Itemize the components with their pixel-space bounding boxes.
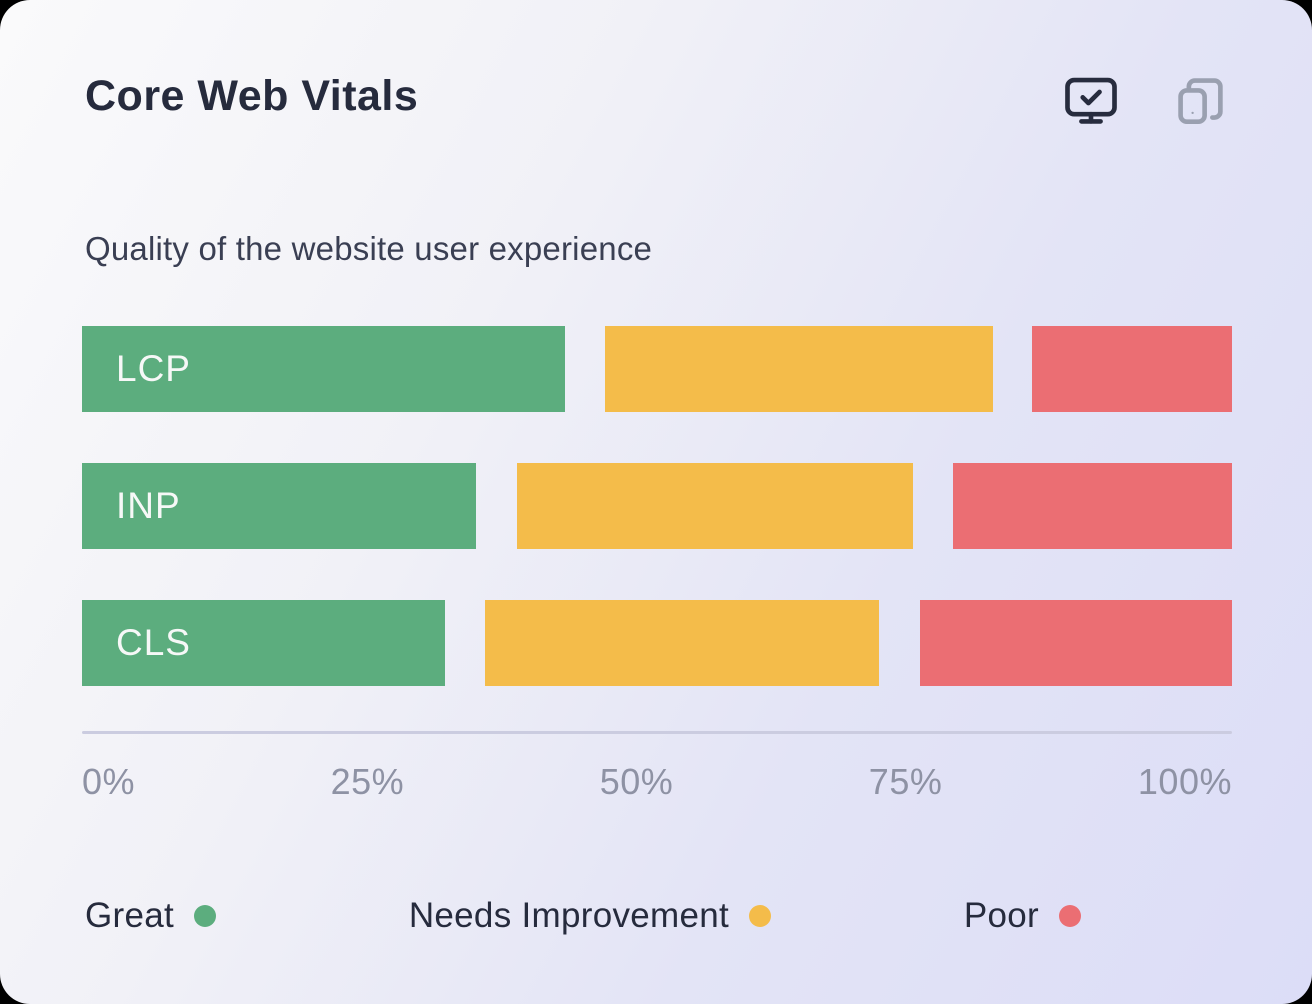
bar-category-label: INP [116, 485, 181, 526]
cls-great-segment: CLS [82, 600, 446, 686]
legend-label-needs-improvement: Needs Improvement [408, 896, 730, 935]
lcp-poor-segment [1031, 326, 1232, 412]
card-subtitle: Quality of the website user experience [85, 230, 653, 267]
legend-dot-poor [1059, 905, 1081, 927]
bar-category-label: CLS [116, 622, 191, 663]
lcp-needs-improvement-segment [605, 326, 993, 412]
core-web-vitals-chart: LCP INP CLS 0% 25% 50% 75% 100% [82, 326, 1232, 803]
legend-label-poor: Poor [963, 896, 1039, 935]
bar-row-cls: CLS [82, 600, 1232, 686]
inp-great-segment: INP [82, 463, 477, 549]
x-tick-50pct: 50% [599, 761, 674, 802]
chart-legend: Great Needs Improvement Poor [85, 896, 1081, 936]
cls-poor-segment [920, 600, 1232, 686]
x-tick-0pct: 0% [82, 761, 136, 802]
lcp-great-segment: LCP [82, 326, 565, 412]
x-tick-25pct: 25% [330, 761, 405, 802]
legend-item-great: Great [85, 896, 217, 936]
mobile-devices-icon[interactable] [1170, 70, 1232, 132]
bar-rows: LCP INP CLS [82, 326, 1232, 686]
x-tick-75pct: 75% [868, 761, 943, 802]
x-axis-line [82, 731, 1232, 734]
legend-label-great: Great [85, 896, 175, 935]
desktop-check-icon[interactable] [1060, 70, 1122, 132]
legend-dot-needs-improvement [749, 905, 772, 927]
x-axis-ticks: 0% 25% 50% 75% 100% [82, 761, 1232, 803]
legend-item-poor: Poor [964, 896, 1081, 936]
legend-item-needs-improvement: Needs Improvement [408, 896, 772, 936]
bar-row-lcp: LCP [82, 326, 1232, 412]
x-tick-100pct: 100% [1137, 761, 1232, 802]
card-header: Core Web Vitals [85, 68, 1232, 132]
device-toggle-group [1060, 68, 1232, 132]
legend-dot-great [194, 905, 217, 927]
cls-needs-improvement-segment [484, 600, 879, 686]
bar-row-inp: INP [82, 463, 1232, 549]
page-title: Core Web Vitals [85, 72, 419, 120]
inp-poor-segment [952, 463, 1232, 549]
inp-needs-improvement-segment [516, 463, 914, 549]
bar-category-label: LCP [116, 348, 191, 389]
